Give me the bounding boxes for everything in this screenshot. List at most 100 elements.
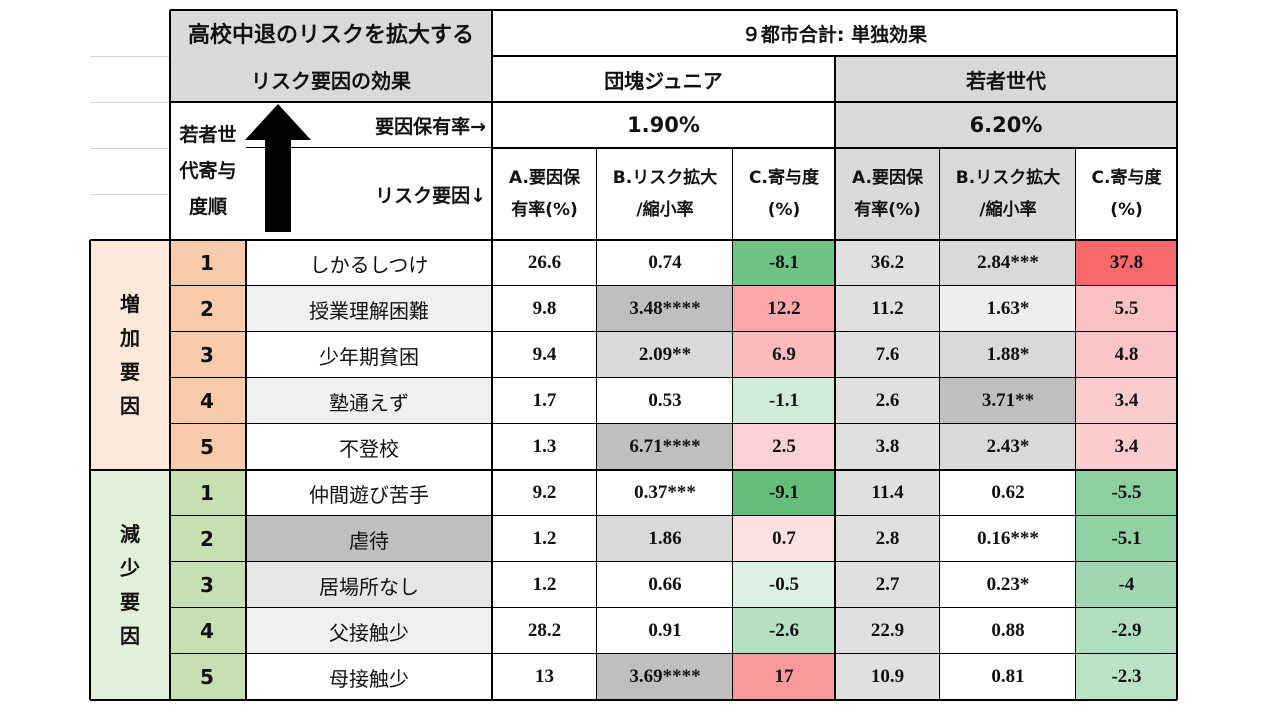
border	[90, 239, 1177, 241]
young-contrib-cell: -2.9	[1076, 608, 1177, 654]
young-contrib-cell: 37.8	[1076, 240, 1177, 286]
jr-risk-cell: 0.53	[597, 378, 733, 424]
column-header-0-0-line: A.要因保	[509, 168, 580, 188]
jr-risk-cell: 3.69****	[597, 654, 733, 700]
jr-rate-cell: 9.2	[492, 470, 597, 516]
column-header-0-2-line: C.寄与度	[749, 168, 819, 188]
gridline	[90, 102, 170, 103]
rank-header-line: 若者世	[179, 124, 237, 146]
jr-risk-cell: 0.66	[597, 562, 733, 608]
young-risk-cell: 2.43*	[940, 424, 1076, 470]
section-label-char: 要	[120, 590, 140, 614]
border	[834, 56, 836, 700]
border	[170, 653, 1177, 654]
rank-cell: 2	[170, 286, 246, 332]
jr-contrib-cell: -8.1	[733, 240, 835, 286]
group-name-0: 団塊ジュニア	[492, 56, 835, 102]
young-rate-cell: 11.4	[835, 470, 940, 516]
rank-cell: 4	[170, 378, 246, 424]
jr-rate-cell: 1.2	[492, 562, 597, 608]
jr-contrib-cell: -0.5	[733, 562, 835, 608]
section-label-char: 因	[120, 624, 140, 648]
group-rate-1: 6.20%	[835, 102, 1177, 148]
young-risk-cell: 0.16***	[940, 516, 1076, 562]
border	[170, 561, 1177, 562]
scope-label: ９都市合計: 単独効果	[492, 10, 1177, 56]
factor-rate-label: 要因保有率→	[310, 102, 492, 148]
jr-risk-cell: 2.09**	[597, 332, 733, 378]
section-label-char: 増	[120, 292, 140, 316]
jr-contrib-cell: -2.6	[733, 608, 835, 654]
border	[170, 101, 1177, 103]
rank-cell: 3	[170, 562, 246, 608]
column-header-0-0-line: 有率(%)	[511, 200, 578, 220]
border	[170, 423, 1177, 424]
young-risk-cell: 2.84***	[940, 240, 1076, 286]
column-header-1-1-line: B.リスク拡大	[955, 168, 1061, 188]
border	[170, 331, 1177, 332]
jr-rate-cell: 26.6	[492, 240, 597, 286]
factor-cell: 少年期貧困	[246, 332, 492, 378]
column-header-1-2-line: (%)	[1110, 200, 1143, 220]
border	[169, 10, 171, 700]
section-label-1: 減少要因	[90, 470, 170, 700]
rank-cell: 3	[170, 332, 246, 378]
young-contrib-cell: 3.4	[1076, 378, 1177, 424]
jr-contrib-cell: 6.9	[733, 332, 835, 378]
young-contrib-cell: 5.5	[1076, 286, 1177, 332]
young-risk-cell: 0.81	[940, 654, 1076, 700]
jr-rate-cell: 13	[492, 654, 597, 700]
jr-contrib-cell: -1.1	[733, 378, 835, 424]
jr-risk-cell: 0.74	[597, 240, 733, 286]
factor-cell: 父接触少	[246, 608, 492, 654]
jr-rate-cell: 28.2	[492, 608, 597, 654]
factor-cell: 母接触少	[246, 654, 492, 700]
column-header-1-0-line: 有率(%)	[854, 200, 921, 220]
young-rate-cell: 2.6	[835, 378, 940, 424]
rank-header: 若者世 代寄与 度順	[170, 102, 246, 240]
column-header-1-0: A.要因保有率(%)	[835, 148, 940, 240]
border	[596, 148, 597, 700]
section-label-char: 減	[120, 522, 140, 546]
section-label-char: 因	[120, 394, 140, 418]
young-rate-cell: 36.2	[835, 240, 940, 286]
jr-rate-cell: 9.4	[492, 332, 597, 378]
column-header-1-2-line: C.寄与度	[1091, 168, 1162, 188]
young-risk-cell: 0.88	[940, 608, 1076, 654]
young-contrib-cell: -4	[1076, 562, 1177, 608]
jr-risk-cell: 6.71****	[597, 424, 733, 470]
column-header-0-1-line: /縮小率	[636, 200, 694, 220]
young-risk-cell: 0.62	[940, 470, 1076, 516]
jr-risk-cell: 3.48****	[597, 286, 733, 332]
column-header-1-1: B.リスク拡大/縮小率	[940, 148, 1076, 240]
border	[170, 607, 1177, 608]
factor-cell: 虐待	[246, 516, 492, 562]
border	[170, 377, 1177, 378]
factor-cell: 塾通えず	[246, 378, 492, 424]
border	[1075, 148, 1076, 700]
factor-cell: 授業理解困難	[246, 286, 492, 332]
rank-header-line: 代寄与	[179, 160, 237, 182]
section-label-0: 増加要因	[90, 240, 170, 470]
table-title-line2: リスク要因の効果	[170, 56, 492, 102]
up-arrow-icon	[245, 104, 311, 232]
table-title-line1: 高校中退のリスクを拡大する	[170, 10, 492, 56]
border	[245, 240, 247, 700]
column-header-0-1: B.リスク拡大/縮小率	[597, 148, 733, 240]
jr-contrib-cell: -9.1	[733, 470, 835, 516]
border	[170, 515, 1177, 516]
column-header-0-0: A.要因保有率(%)	[492, 148, 597, 240]
jr-contrib-cell: 2.5	[733, 424, 835, 470]
border	[246, 147, 492, 148]
jr-risk-cell: 1.86	[597, 516, 733, 562]
section-label-char: 要	[120, 360, 140, 384]
young-contrib-cell: -5.1	[1076, 516, 1177, 562]
young-risk-cell: 3.71**	[940, 378, 1076, 424]
border	[491, 10, 493, 700]
jr-rate-cell: 9.8	[492, 286, 597, 332]
factor-cell: しかるしつけ	[246, 240, 492, 286]
group-name-1: 若者世代	[835, 56, 1177, 102]
border	[170, 285, 1177, 286]
column-header-1-0-line: A.要因保	[852, 168, 923, 188]
